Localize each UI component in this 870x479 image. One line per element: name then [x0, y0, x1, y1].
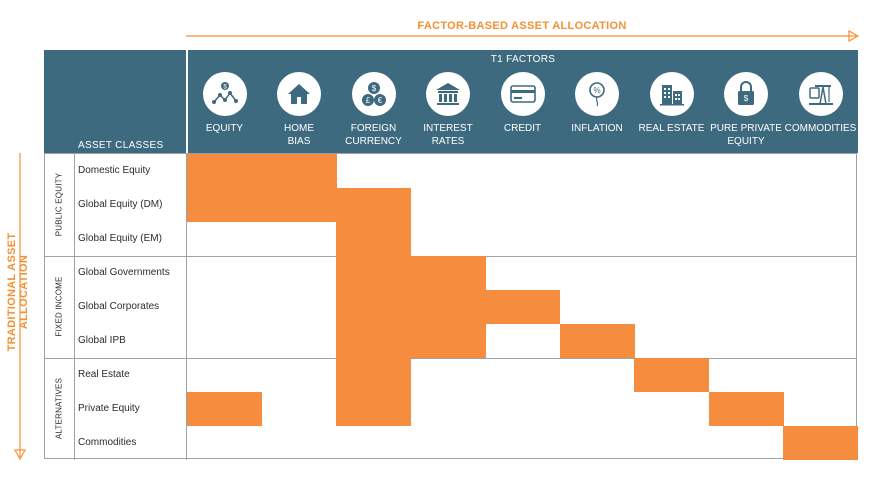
- exposure-cell: [634, 358, 709, 392]
- factor-label: REAL ESTATE: [638, 123, 705, 134]
- exposure-cell: [485, 290, 560, 324]
- factor-column: $ PURE PRIVATE EQUITY: [709, 72, 784, 148]
- factor-column: CREDIT: [485, 72, 560, 135]
- asset-class-label: Global Governments: [78, 267, 170, 278]
- exposure-cell: [187, 188, 262, 222]
- factor-label: FOREIGN CURRENCY: [345, 123, 402, 147]
- factor-column: INTEREST RATES: [411, 72, 486, 148]
- matrix-column-divider: [186, 154, 187, 460]
- asset-class-label: Domestic Equity: [78, 165, 151, 176]
- svg-text:£: £: [365, 96, 370, 105]
- asset-class-label: Private Equity: [78, 403, 140, 414]
- t1-factors-label: T1 FACTORS: [490, 54, 556, 65]
- exposure-cell: [336, 290, 411, 324]
- coins-icon: $ £ €: [351, 72, 396, 116]
- factor-label: COMMODITIES: [784, 123, 857, 134]
- exposure-cell: [336, 358, 411, 392]
- header-divider: [186, 50, 188, 153]
- asset-class-label: Global IPB: [78, 335, 126, 346]
- oil-pump-icon: [798, 72, 843, 116]
- factor-column: $ £ € FOREIGN CURRENCY: [336, 72, 411, 148]
- group-label: ALTERNATIVES: [54, 377, 64, 440]
- vertical-arrow-icon: [14, 153, 26, 461]
- asset-classes-label: ASSET CLASSES: [78, 140, 164, 151]
- factor-based-allocation-title: FACTOR-BASED ASSET ALLOCATION: [417, 20, 627, 32]
- exposure-cell: [410, 256, 486, 290]
- factor-label: HOME BIAS: [284, 123, 314, 147]
- factor-column: COMMODITIES: [783, 72, 858, 135]
- bank-icon: [426, 72, 470, 116]
- svg-text:€: €: [377, 96, 382, 105]
- group-label: PUBLIC EQUITY: [54, 172, 64, 237]
- horizontal-arrow-icon: [186, 30, 860, 42]
- allocation-grid: [44, 153, 857, 459]
- factor-label: CREDIT: [503, 123, 542, 134]
- exposure-cell: [261, 154, 337, 188]
- house-icon: [277, 72, 321, 116]
- traditional-allocation-title: TRADITIONAL ASSET ALLOCATION: [6, 232, 30, 352]
- exposure-cell: [410, 290, 486, 324]
- asset-class-label: Global Corporates: [78, 301, 160, 312]
- exposure-cell: [410, 324, 486, 358]
- svg-text:$: $: [744, 94, 749, 103]
- exposure-cell: [559, 324, 635, 358]
- asset-class-label: Global Equity (DM): [78, 199, 163, 210]
- exposure-cell: [708, 392, 784, 426]
- exposure-cell: [336, 392, 411, 426]
- factor-column: HOME BIAS: [262, 72, 337, 148]
- exposure-cell: [336, 188, 411, 222]
- svg-text:$: $: [223, 85, 227, 91]
- factor-column: REAL ESTATE: [634, 72, 709, 135]
- svg-text:$: $: [371, 84, 376, 93]
- group-divider: [44, 358, 857, 359]
- exposure-cell: [336, 324, 411, 358]
- exposure-cell: [783, 426, 858, 460]
- factor-column: $ EQUITY: [187, 72, 262, 135]
- group-label: FIXED INCOME: [54, 276, 64, 337]
- exposure-cell: [336, 256, 411, 290]
- factor-column: % INFLATION: [560, 72, 635, 135]
- factor-label: INTEREST RATES: [423, 123, 473, 147]
- factor-label: INFLATION: [571, 123, 623, 134]
- percent-balloon-icon: %: [575, 72, 619, 116]
- group-column-divider: [74, 154, 75, 460]
- asset-class-label: Real Estate: [78, 369, 130, 380]
- locked-bag-icon: $: [724, 72, 768, 116]
- factor-label: EQUITY: [205, 123, 244, 134]
- credit-card-icon: [500, 72, 545, 116]
- asset-class-label: Commodities: [78, 437, 137, 448]
- exposure-cell: [187, 154, 262, 188]
- svg-text:%: %: [593, 86, 600, 95]
- asset-class-label: Global Equity (EM): [78, 233, 162, 244]
- exposure-cell: [336, 222, 411, 256]
- factor-label: PURE PRIVATE EQUITY: [710, 123, 782, 147]
- exposure-cell: [187, 392, 262, 426]
- buildings-icon: [649, 72, 694, 116]
- exposure-cell: [261, 188, 337, 222]
- equity-network-icon: $: [202, 72, 247, 116]
